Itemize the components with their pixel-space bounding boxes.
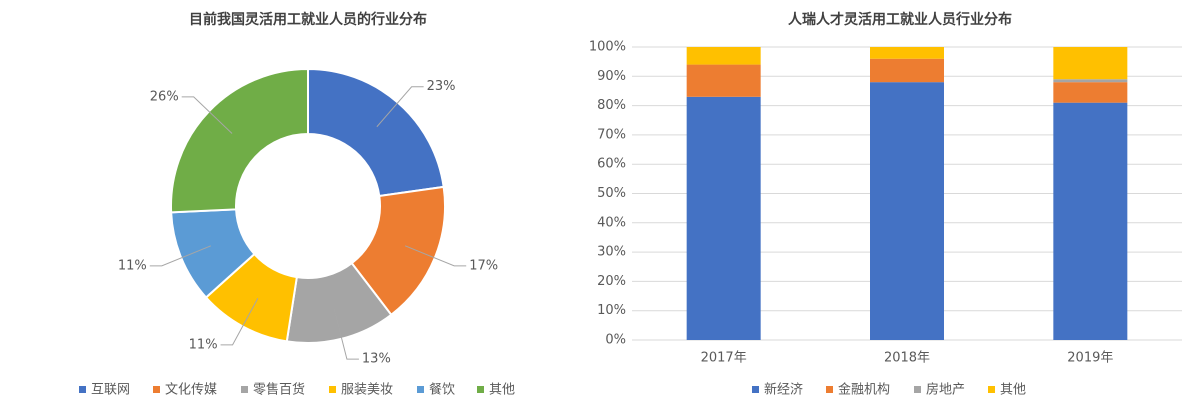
- data-label: 23%: [427, 79, 456, 94]
- legend-label: 金融机构: [838, 382, 890, 398]
- legend-swatch: [914, 386, 921, 393]
- chart-title: 目前我国灵活用工就业人员的行业分布: [189, 11, 427, 28]
- legend-label: 零售百货: [253, 382, 305, 398]
- x-tick-label: 2018年: [884, 351, 930, 366]
- y-tick-label: 80%: [597, 98, 626, 113]
- bar-segment: [870, 47, 944, 59]
- y-tick-label: 50%: [597, 186, 626, 201]
- leader-line: [376, 86, 424, 128]
- legend-swatch: [241, 386, 248, 393]
- y-tick-label: 0%: [605, 333, 626, 348]
- legend-swatch: [329, 386, 336, 393]
- bar-segment: [686, 47, 761, 65]
- legend-swatch: [988, 386, 995, 393]
- legend-label: 餐饮: [429, 382, 455, 398]
- legend-label: 服装美妆: [341, 383, 393, 398]
- legend-label: 文化传媒: [165, 383, 217, 398]
- bar-segment: [686, 64, 761, 97]
- pie-slice: [170, 67, 309, 214]
- x-tick-label: 2017年: [701, 351, 747, 366]
- data-label: 26%: [150, 89, 179, 104]
- bar-segment: [686, 96, 761, 340]
- legend-swatch: [79, 386, 86, 393]
- leader-line: [404, 245, 467, 267]
- y-tick-label: 70%: [597, 127, 626, 142]
- leader-line: [149, 245, 212, 267]
- legend-label: 其他: [489, 383, 515, 398]
- legend-label: 房地产: [926, 382, 965, 398]
- data-label: 11%: [189, 337, 218, 352]
- y-tick-label: 10%: [597, 303, 626, 318]
- bar-segment: [1053, 102, 1128, 340]
- data-label: 17%: [469, 258, 498, 273]
- bar-segment: [1053, 47, 1128, 80]
- bar-segment: [1053, 79, 1128, 83]
- legend-swatch: [417, 386, 424, 393]
- legend-label: 新经济: [764, 382, 803, 398]
- data-label: 11%: [118, 258, 147, 273]
- y-tick-label: 60%: [597, 157, 626, 172]
- x-tick-label: 2019年: [1067, 351, 1113, 366]
- bar-segment: [870, 82, 944, 340]
- leader-line: [220, 298, 259, 346]
- y-tick-label: 90%: [597, 69, 626, 84]
- legend-swatch: [477, 386, 484, 393]
- pie-slice: [307, 67, 445, 198]
- leader-line: [333, 307, 359, 360]
- bar-segment: [870, 58, 944, 83]
- bar-segment: [1053, 82, 1128, 103]
- legend-swatch: [153, 386, 160, 393]
- legend-label: 其他: [1000, 383, 1026, 398]
- legend-swatch: [752, 386, 759, 393]
- data-label: 13%: [362, 352, 391, 367]
- leader-line: [181, 96, 233, 134]
- chart-title: 人瑞人才灵活用工就业人员行业分布: [788, 11, 1012, 28]
- y-tick-label: 100%: [589, 40, 626, 55]
- y-tick-label: 30%: [597, 245, 626, 260]
- y-tick-label: 40%: [597, 215, 626, 230]
- legend-swatch: [826, 386, 833, 393]
- legend-label: 互联网: [91, 383, 130, 398]
- y-tick-label: 20%: [597, 274, 626, 289]
